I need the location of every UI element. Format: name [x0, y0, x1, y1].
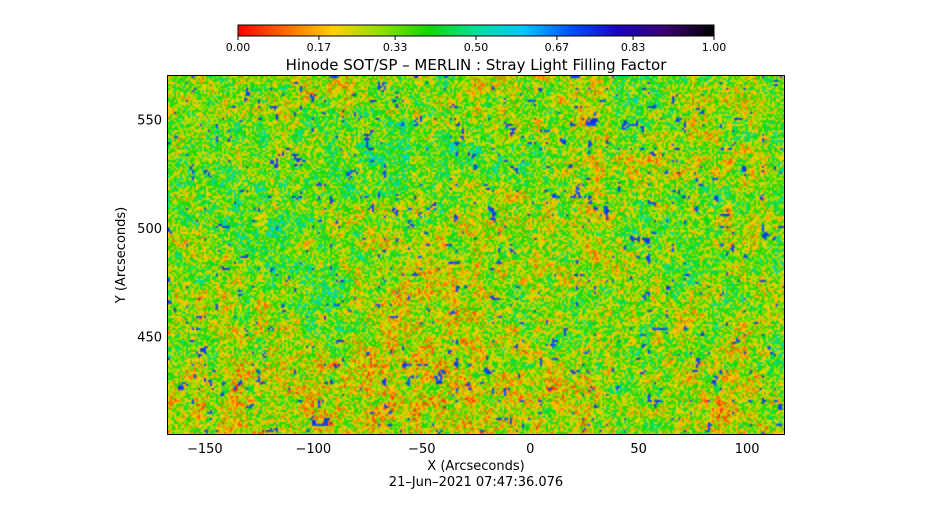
colorbar-tick-label: 0.33 [383, 41, 408, 54]
x-tick-label: −50 [408, 442, 435, 457]
y-axis-label: Y (Arcseconds) [114, 207, 129, 304]
colorbar-tick-label: 0.00 [226, 41, 251, 54]
timestamp: 21–Jun–2021 07:47:36.076 [389, 475, 563, 490]
y-tick-label: 450 [137, 330, 162, 345]
y-tick-label: 550 [137, 113, 162, 128]
x-axis-label: X (Arcseconds) [427, 459, 524, 474]
colorbar: 0.00 0.17 0.33 0.50 0.67 0.83 1.00 [226, 24, 727, 54]
x-tick-label: 0 [526, 442, 534, 457]
colorbar-tick-label: 0.67 [545, 41, 570, 54]
colorbar-ticks: 0.00 0.17 0.33 0.50 0.67 0.83 1.00 [226, 36, 727, 54]
chart-title: Hinode SOT/SP – MERLIN : Stray Light Fil… [286, 56, 668, 74]
colorbar-tick-label: 0.83 [621, 41, 646, 54]
y-tick-label: 500 [137, 222, 162, 237]
colorbar-tick-label: 0.50 [464, 41, 489, 54]
colorbar-tick-label: 0.17 [307, 41, 332, 54]
heatmap-image [168, 76, 784, 434]
x-tick-label: 50 [630, 442, 647, 457]
plot-frame [167, 75, 785, 435]
x-tick-label: −100 [295, 442, 331, 457]
axis-ticks: −150 −100 −50 0 50 100 450 500 550 [137, 75, 784, 457]
colorbar-tick-label: 1.00 [702, 41, 727, 54]
x-tick-label: 100 [735, 442, 760, 457]
colorbar-gradient [237, 24, 715, 37]
x-tick-label: −150 [187, 442, 223, 457]
